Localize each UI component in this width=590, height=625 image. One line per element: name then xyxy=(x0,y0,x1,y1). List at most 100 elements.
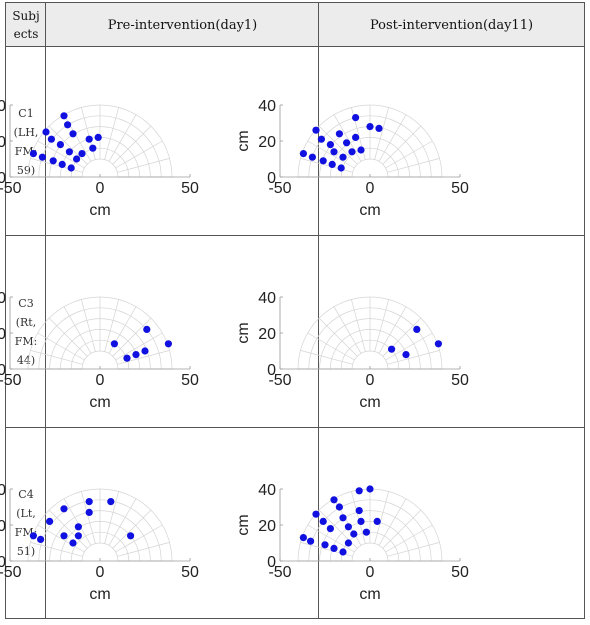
data-point xyxy=(46,517,54,525)
grid-spoke xyxy=(333,114,362,162)
grid-spoke xyxy=(112,317,152,357)
grid-spoke xyxy=(382,509,422,549)
data-point xyxy=(352,114,360,122)
grid-spoke xyxy=(37,140,85,169)
grid-spoke xyxy=(117,158,170,173)
data-point xyxy=(69,539,77,547)
x-axis-label: cm xyxy=(89,586,110,603)
data-point xyxy=(339,514,347,522)
x-axis-label: cm xyxy=(89,202,110,219)
grid-spoke xyxy=(318,317,358,357)
data-point xyxy=(326,525,334,533)
grid-spoke xyxy=(385,524,433,553)
grid-spoke xyxy=(81,491,96,544)
grid-spoke xyxy=(108,498,137,546)
row-divider-2 xyxy=(6,427,584,428)
header-pre-label: Pre-intervention(day1) xyxy=(107,17,258,33)
subject-c1-score: 59) xyxy=(16,163,36,177)
grid-spoke xyxy=(374,107,389,160)
data-point xyxy=(339,548,347,556)
data-point xyxy=(337,164,345,172)
data-point xyxy=(85,135,93,143)
grid-spoke xyxy=(30,542,83,557)
data-point xyxy=(335,503,343,511)
data-point xyxy=(344,539,352,547)
grid-spoke xyxy=(112,509,152,549)
data-point xyxy=(328,160,336,168)
data-point xyxy=(132,351,140,359)
grid-spoke xyxy=(382,125,422,165)
data-point xyxy=(375,124,383,132)
subject-cell-c3: C3 (Rt, FM: 44) xyxy=(6,236,46,428)
data-point xyxy=(355,507,363,515)
data-point xyxy=(49,157,57,165)
grid-spoke xyxy=(48,317,88,357)
data-point xyxy=(107,498,115,506)
y-tick-label: 0 xyxy=(267,362,276,379)
subject-cell-c4: C4 (Lt, FM: 51) xyxy=(6,428,46,618)
data-point xyxy=(326,141,334,149)
grid-spoke xyxy=(307,332,355,361)
x-tick-label: 50 xyxy=(181,180,199,197)
subject-c1-id: C1 xyxy=(18,106,34,120)
y-tick-label: 20 xyxy=(0,326,6,343)
x-tick-label: 0 xyxy=(366,180,375,197)
data-point xyxy=(362,528,370,536)
x-tick-label: 50 xyxy=(451,180,469,197)
data-point xyxy=(164,340,172,348)
data-point xyxy=(307,537,315,545)
data-point xyxy=(335,130,343,138)
grid-spoke xyxy=(115,140,163,169)
data-point xyxy=(344,523,352,531)
x-tick-label: -50 xyxy=(268,564,291,581)
grid-spoke xyxy=(104,107,119,160)
y-tick-label: 40 xyxy=(0,482,6,499)
data-point xyxy=(350,530,358,538)
data-point xyxy=(355,487,363,495)
grid-spoke xyxy=(307,524,355,553)
grid-spoke xyxy=(378,114,407,162)
data-point xyxy=(330,496,338,504)
data-point xyxy=(357,517,365,525)
grid-spoke xyxy=(37,524,85,553)
grid-spoke xyxy=(374,491,389,544)
results-table: Subj ects Pre-intervention(day1) Post-in… xyxy=(5,2,585,619)
y-tick-label: 40 xyxy=(258,290,276,307)
grid-spoke xyxy=(63,306,92,354)
y-axis-label: cm xyxy=(235,130,252,151)
y-tick-label: 20 xyxy=(0,134,6,151)
grid-spoke xyxy=(37,332,85,361)
data-point xyxy=(89,144,97,152)
x-tick-label: 50 xyxy=(451,564,469,581)
axes xyxy=(9,296,191,370)
subject-c3-score: 44) xyxy=(16,354,36,367)
data-point xyxy=(434,340,442,348)
axes xyxy=(9,104,191,178)
subject-c4-id: C4 xyxy=(18,488,34,501)
x-tick-label: 0 xyxy=(366,564,375,581)
data-point xyxy=(58,160,66,168)
y-tick-label: 40 xyxy=(258,98,276,115)
y-tick-label: 0 xyxy=(0,554,6,571)
data-point xyxy=(343,139,351,147)
workspace-grid xyxy=(27,488,173,562)
data-point xyxy=(60,112,68,120)
data-point xyxy=(312,510,320,518)
grid-spoke xyxy=(104,299,119,352)
data-point xyxy=(65,148,73,156)
header-subjects-label: Subj ects xyxy=(12,9,40,41)
grid-spoke xyxy=(387,350,440,365)
data-point xyxy=(56,141,64,149)
y-tick-label: 20 xyxy=(258,134,276,151)
x-tick-label: 50 xyxy=(451,372,469,389)
grid-spoke xyxy=(48,509,88,549)
grid-spoke xyxy=(333,306,362,354)
data-point xyxy=(299,534,307,542)
column-divider-1 xyxy=(45,3,46,618)
data-point xyxy=(366,123,374,131)
x-tick-label: 0 xyxy=(96,564,105,581)
grid-spoke xyxy=(374,299,389,352)
x-tick-label: -50 xyxy=(268,372,291,389)
data-point xyxy=(47,135,55,143)
